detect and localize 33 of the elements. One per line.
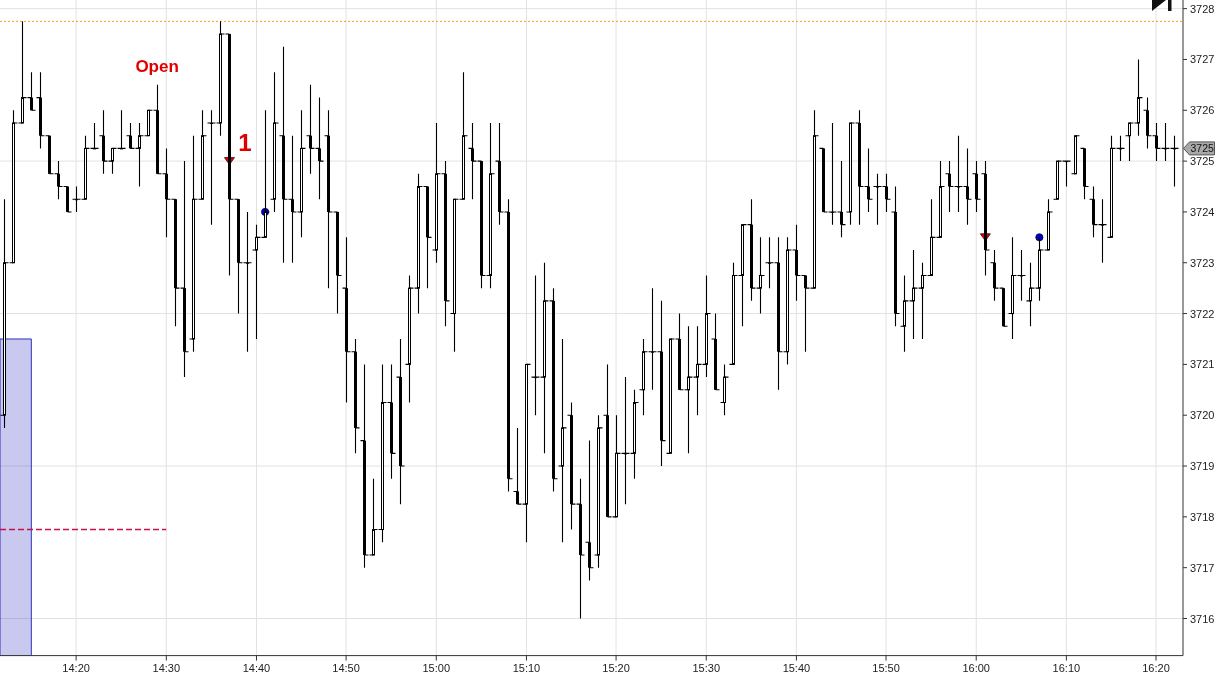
y-tick-label: 3721 bbox=[1190, 358, 1215, 371]
x-tick-label: 15:50 bbox=[872, 661, 900, 674]
y-tick-label: 3717 bbox=[1190, 561, 1215, 574]
x-tick-label: 14:40 bbox=[242, 661, 271, 674]
annotation: 1 bbox=[238, 128, 252, 156]
candlestick bbox=[147, 109, 150, 137]
x-tick-label: 16:10 bbox=[1052, 661, 1081, 674]
x-tick-label: 15:20 bbox=[602, 661, 630, 674]
y-tick-label: 3720 bbox=[1190, 409, 1215, 422]
x-tick-label: 16:20 bbox=[1142, 661, 1170, 674]
x-tick-label: 16:00 bbox=[962, 661, 990, 674]
point bbox=[1035, 233, 1044, 242]
y-tick-label: 3716 bbox=[1190, 612, 1215, 625]
y-tick-label: 3726 bbox=[1190, 104, 1215, 117]
candlestick bbox=[1056, 160, 1059, 200]
y-tick-label: 3725 bbox=[1190, 155, 1215, 168]
x-tick-label: 14:30 bbox=[152, 661, 181, 674]
y-tick-label: 3719 bbox=[1190, 460, 1215, 473]
y-tick-label: 3727 bbox=[1190, 53, 1215, 66]
y-tick-label: 3724 bbox=[1190, 205, 1215, 218]
x-tick-label: 15:30 bbox=[692, 661, 720, 674]
x-tick-label: 15:40 bbox=[782, 661, 811, 674]
x-tick-label: 15:10 bbox=[512, 661, 541, 674]
y-tick-label: 3723 bbox=[1190, 256, 1215, 269]
x-tick-label: 15:00 bbox=[422, 661, 451, 674]
candlestick bbox=[669, 338, 672, 454]
y-tick-label: 3728 bbox=[1190, 2, 1215, 15]
candlestick bbox=[1074, 135, 1077, 175]
x-tick-label: 14:20 bbox=[62, 661, 90, 674]
y-tick-label: 3718 bbox=[1190, 510, 1215, 523]
x-tick-label: 14:50 bbox=[332, 661, 360, 674]
y-tick-label: 3722 bbox=[1190, 307, 1215, 320]
annotation: Open bbox=[135, 57, 179, 77]
